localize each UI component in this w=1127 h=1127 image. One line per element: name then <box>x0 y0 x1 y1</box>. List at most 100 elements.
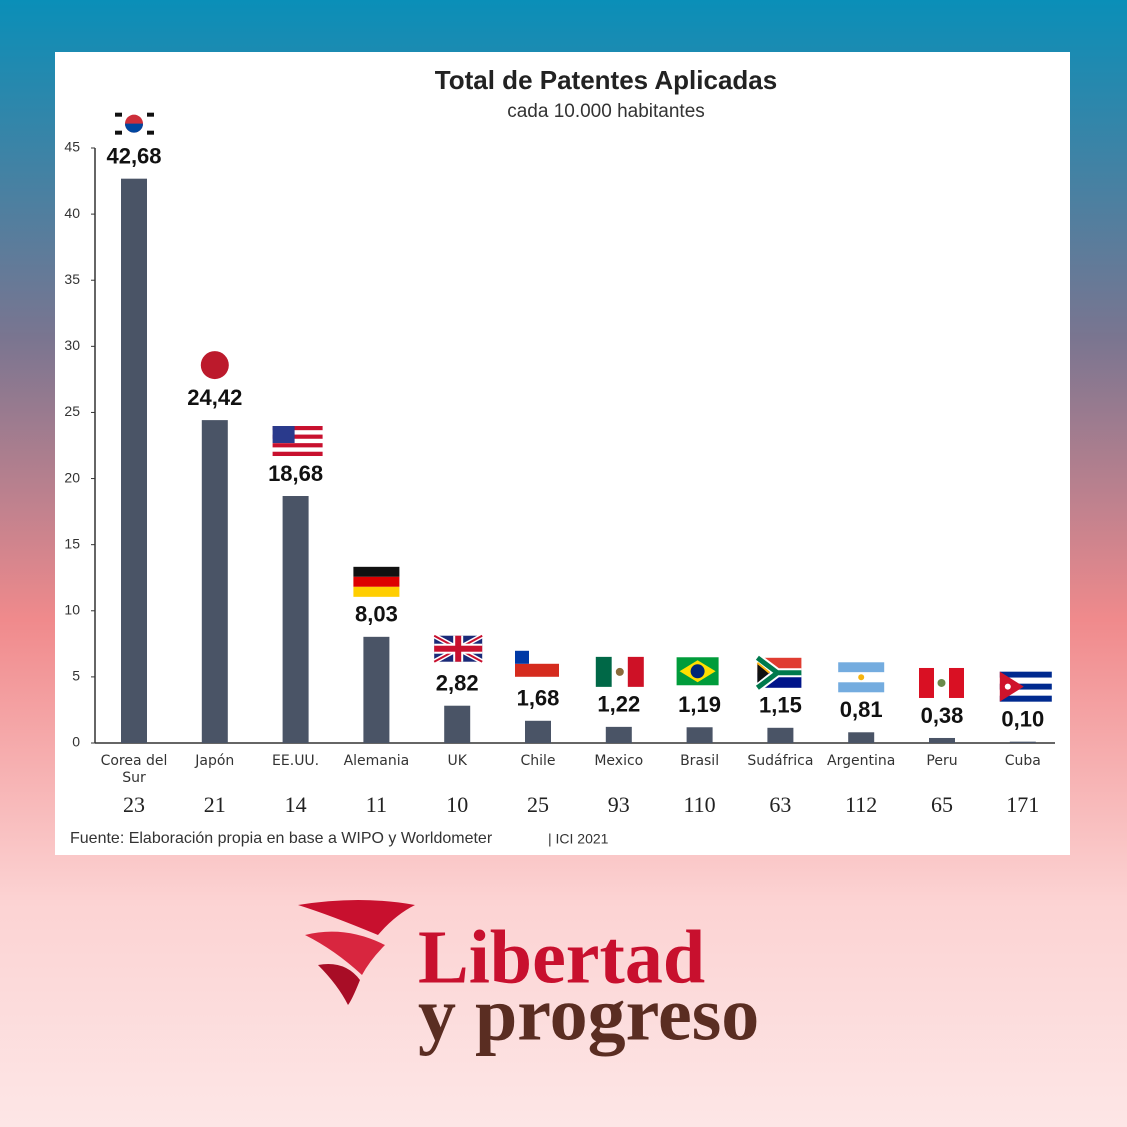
x-label-box: Argentina <box>827 753 896 769</box>
flag-part <box>434 645 483 652</box>
flag-part <box>515 650 529 664</box>
flag-part <box>200 351 229 380</box>
x-label-box: Alemania <box>343 753 410 769</box>
flag-part <box>147 130 154 135</box>
bar <box>848 732 875 743</box>
x-tick-label: Peru <box>926 753 958 769</box>
flag-part <box>272 438 323 444</box>
y-tick-label: 35 <box>64 271 80 287</box>
flag-part <box>272 430 323 435</box>
chart-title: Total de Patentes Aplicadas <box>435 65 777 95</box>
bar <box>121 178 147 744</box>
flag-icon <box>433 633 484 664</box>
source-note: Fuente: Elaboración propia en base a WIP… <box>70 830 493 847</box>
flag-part <box>838 682 885 693</box>
x-tick-label: Japón <box>195 753 235 769</box>
flag-part <box>272 434 323 439</box>
y-tick-label: 20 <box>64 469 80 485</box>
value-label: 18,68 <box>268 461 323 486</box>
flag-part <box>999 671 1024 702</box>
rank-label: 110 <box>684 792 716 817</box>
value-label: 2,82 <box>436 671 479 696</box>
logo-wing <box>318 964 360 1005</box>
x-label-box: Mexico <box>594 753 644 769</box>
rank-label: 23 <box>123 792 145 817</box>
bar <box>363 636 390 743</box>
rank-label: 171 <box>1006 792 1039 817</box>
chart-subtitle: cada 10.000 habitantes <box>507 101 705 122</box>
flag-part <box>919 667 934 698</box>
rank-label: 11 <box>366 792 387 817</box>
credit-note: | ICI 2021 <box>548 831 609 847</box>
x-label-box: Sudáfrica <box>747 753 813 769</box>
flag-icon <box>919 667 964 698</box>
value-label: 0,10 <box>1001 706 1044 731</box>
flag-icon <box>999 671 1052 702</box>
x-tick-label: Chile <box>520 753 556 769</box>
bar <box>686 727 713 743</box>
x-label-box: Corea del Sur <box>101 753 168 786</box>
flag-part <box>838 662 885 673</box>
x-label-box: Brasil <box>680 753 720 769</box>
flag-part <box>756 662 771 674</box>
flag-part <box>353 576 400 587</box>
flag-icon <box>676 657 719 686</box>
y-tick-label: 10 <box>64 601 80 617</box>
flag-part <box>999 671 1052 678</box>
value-label: 0,38 <box>921 703 964 728</box>
flag-part <box>115 112 122 117</box>
flag-part <box>999 689 1052 696</box>
flag-part <box>690 664 705 679</box>
logo-wing <box>298 900 415 935</box>
y-tick-label: 5 <box>72 668 80 684</box>
x-tick-label: Alemania <box>343 753 410 769</box>
flag-part <box>515 663 559 677</box>
flag-part <box>937 678 946 687</box>
x-tick-label: Cuba <box>1004 753 1041 769</box>
x-label-box: UK <box>447 753 467 769</box>
value-label: 42,68 <box>106 143 161 168</box>
flag-part <box>353 586 400 597</box>
y-tick-label: 45 <box>64 139 80 155</box>
flag-icon <box>200 351 229 380</box>
flag-part <box>272 426 323 431</box>
value-label: 8,03 <box>355 602 398 627</box>
x-label-box: Japón <box>195 753 235 769</box>
flag-part <box>755 655 802 690</box>
flag-part <box>272 447 323 452</box>
value-label: 1,22 <box>597 692 640 717</box>
value-label: 1,15 <box>759 693 802 718</box>
flag-part <box>272 426 295 444</box>
flag-part <box>353 566 400 577</box>
rank-label: 25 <box>527 792 549 817</box>
rank-label: 65 <box>931 792 953 817</box>
x-tick-label: Brasil <box>680 753 720 769</box>
bar <box>282 496 309 743</box>
x-tick-label: EE.UU. <box>272 753 320 769</box>
x-tick-label: Mexico <box>594 753 644 769</box>
flag-part <box>595 656 612 687</box>
rank-label: 14 <box>285 792 307 817</box>
x-label-box: Cuba <box>1004 753 1041 769</box>
flag-icon <box>595 656 644 687</box>
rank-label: 93 <box>608 792 630 817</box>
x-tick-label: Argentina <box>827 753 896 769</box>
flag-part <box>615 667 624 676</box>
flag-part <box>272 451 323 457</box>
x-tick-label: UK <box>447 753 467 769</box>
brand-logo: Libertad y progreso <box>298 900 759 1056</box>
bar <box>444 705 471 743</box>
value-label: 1,19 <box>678 692 721 717</box>
flag-part <box>115 130 122 135</box>
logo-wing <box>305 931 385 975</box>
rank-label: 10 <box>446 792 468 817</box>
flag-part <box>125 123 143 133</box>
y-tick-label: 25 <box>64 403 80 419</box>
y-tick-label: 30 <box>64 337 80 353</box>
bar <box>201 420 228 743</box>
flag-part <box>1004 683 1011 690</box>
y-tick-label: 15 <box>64 535 80 551</box>
value-label: 0,81 <box>840 697 883 722</box>
